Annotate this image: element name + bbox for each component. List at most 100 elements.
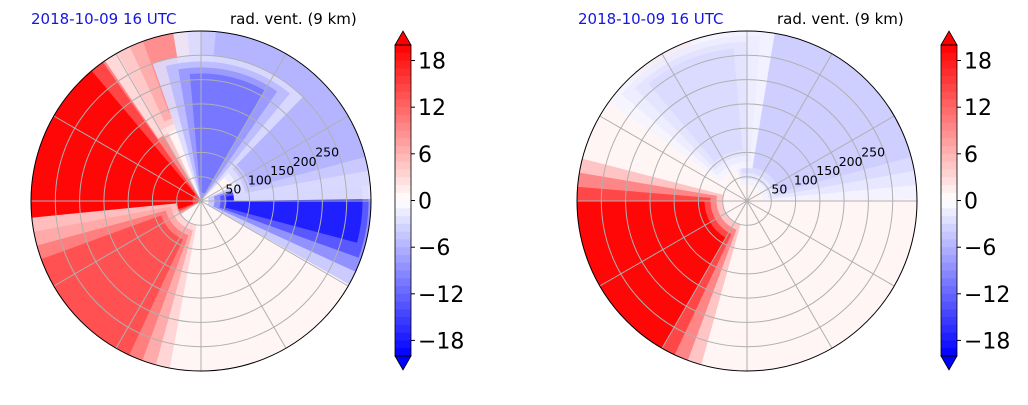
colorbar-segment — [395, 231, 411, 240]
right-variable-label: rad. vent. (9 km) — [777, 10, 904, 28]
colorbar-segment — [395, 169, 411, 178]
colorbar-tick-label: 18 — [418, 50, 446, 75]
colorbar-segment — [395, 83, 411, 93]
radial-tick-label: 100 — [248, 172, 272, 187]
polar-outline — [576, 30, 918, 372]
colorbar-segment — [941, 146, 957, 155]
colorbar-segment — [941, 52, 957, 62]
grid-spoke — [115, 200, 202, 349]
colorbar-segment — [941, 340, 957, 349]
radial-tick-label: 100 — [794, 172, 818, 187]
colorbar-segment — [395, 184, 411, 194]
colorbar-segment — [395, 45, 411, 54]
colorbar-segment — [941, 83, 957, 93]
colorbar-tick-label: 6 — [964, 143, 978, 168]
colorbar-segment — [395, 114, 411, 124]
colorbar-segment — [941, 247, 957, 256]
colorbar-segment — [395, 146, 411, 155]
colorbar-extend-max — [940, 30, 958, 46]
colorbar-segment — [395, 200, 411, 209]
colorbar-segment — [395, 332, 411, 342]
colorbar-segment — [395, 254, 411, 264]
colorbar-segment — [941, 262, 957, 272]
grid-spoke — [200, 115, 349, 202]
right-colorbar: 18 12 6 0 −6 −12 −18 — [940, 30, 1010, 371]
grid-spoke — [661, 53, 748, 202]
colorbar-tick-label: 6 — [418, 143, 432, 168]
colorbar-segment — [395, 99, 411, 108]
colorbar-segment — [941, 239, 957, 248]
grid-spoke — [746, 115, 895, 202]
colorbar-segment — [941, 68, 957, 77]
colorbar-segment — [941, 60, 957, 69]
right-panel: 2018-10-09 16 UTC rad. vent. (9 km) 50 10… — [576, 10, 1010, 372]
grid-spoke — [599, 115, 748, 202]
field-region-negative — [189, 73, 265, 194]
colorbar-segment — [395, 91, 411, 101]
colorbar-segment — [395, 161, 411, 171]
radial-tick-label: 50 — [225, 182, 241, 197]
colorbar-segment — [941, 99, 957, 108]
colorbar-tick-label: −18 — [964, 329, 1010, 354]
colorbar-segment — [941, 270, 957, 279]
polar-grid — [31, 31, 371, 371]
colorbar-segment — [941, 138, 957, 147]
colorbar-tick-label: 0 — [418, 190, 432, 215]
colorbar-tick-label: −12 — [964, 283, 1010, 308]
colorbar-extend-min — [940, 355, 958, 371]
colorbar-segment — [395, 60, 411, 69]
grid-spoke — [746, 53, 833, 202]
colorbar-segment — [941, 153, 957, 163]
colorbar-segment — [941, 107, 957, 116]
colorbar-segment — [395, 107, 411, 116]
colorbar-extend-max — [394, 30, 412, 46]
colorbar-segment — [395, 247, 411, 256]
colorbar-segment — [395, 348, 411, 357]
colorbar-segment — [941, 192, 957, 202]
colorbar-segment — [941, 216, 957, 225]
colorbar-tick-label: 18 — [964, 50, 992, 75]
colorbar-segment — [941, 161, 957, 171]
colorbar-segment — [941, 184, 957, 194]
radial-tick-label: 200 — [293, 154, 317, 169]
colorbar-segment — [395, 153, 411, 163]
colorbar-segment — [395, 130, 411, 139]
left-variable-label: rad. vent. (9 km) — [230, 10, 357, 28]
colorbar-segment — [395, 138, 411, 147]
grid-spoke — [746, 200, 833, 349]
grid-spoke — [200, 200, 349, 287]
colorbar-segment — [395, 177, 411, 186]
colorbar-segment — [941, 177, 957, 186]
left-colorbar: 18 12 6 0 −6 −12 −18 — [394, 30, 464, 371]
grid-spoke — [661, 200, 748, 349]
colorbar-segment — [395, 309, 411, 318]
field-region-positive — [577, 201, 726, 349]
colorbar-segment — [395, 68, 411, 77]
colorbar-segment — [395, 317, 411, 326]
colorbar-segment — [941, 45, 957, 54]
colorbar-segment — [941, 208, 957, 217]
radial-tick-label: 150 — [816, 163, 840, 178]
colorbar-segment — [941, 231, 957, 240]
colorbar-segment — [395, 122, 411, 132]
colorbar-segment — [941, 169, 957, 178]
colorbar-segment — [941, 286, 957, 295]
radial-tick-label: 150 — [270, 163, 294, 178]
left-panel: 2018-10-09 16 UTC rad. vent. (9 km) 50 10… — [30, 10, 464, 372]
grid-spoke — [53, 200, 202, 287]
radial-tick-label: 200 — [839, 154, 863, 169]
colorbar-segment — [395, 278, 411, 287]
colorbar-tick-label: −6 — [418, 236, 450, 261]
radial-tick-label: 250 — [315, 145, 339, 160]
field-region-negative — [732, 31, 912, 193]
colorbar-segment — [941, 301, 957, 310]
colorbar-tick-label: −18 — [418, 329, 464, 354]
colorbar-tick-label: −12 — [418, 283, 464, 308]
colorbar-segment — [395, 301, 411, 310]
radial-tick-label: 250 — [861, 145, 885, 160]
grid-spoke — [599, 200, 748, 287]
